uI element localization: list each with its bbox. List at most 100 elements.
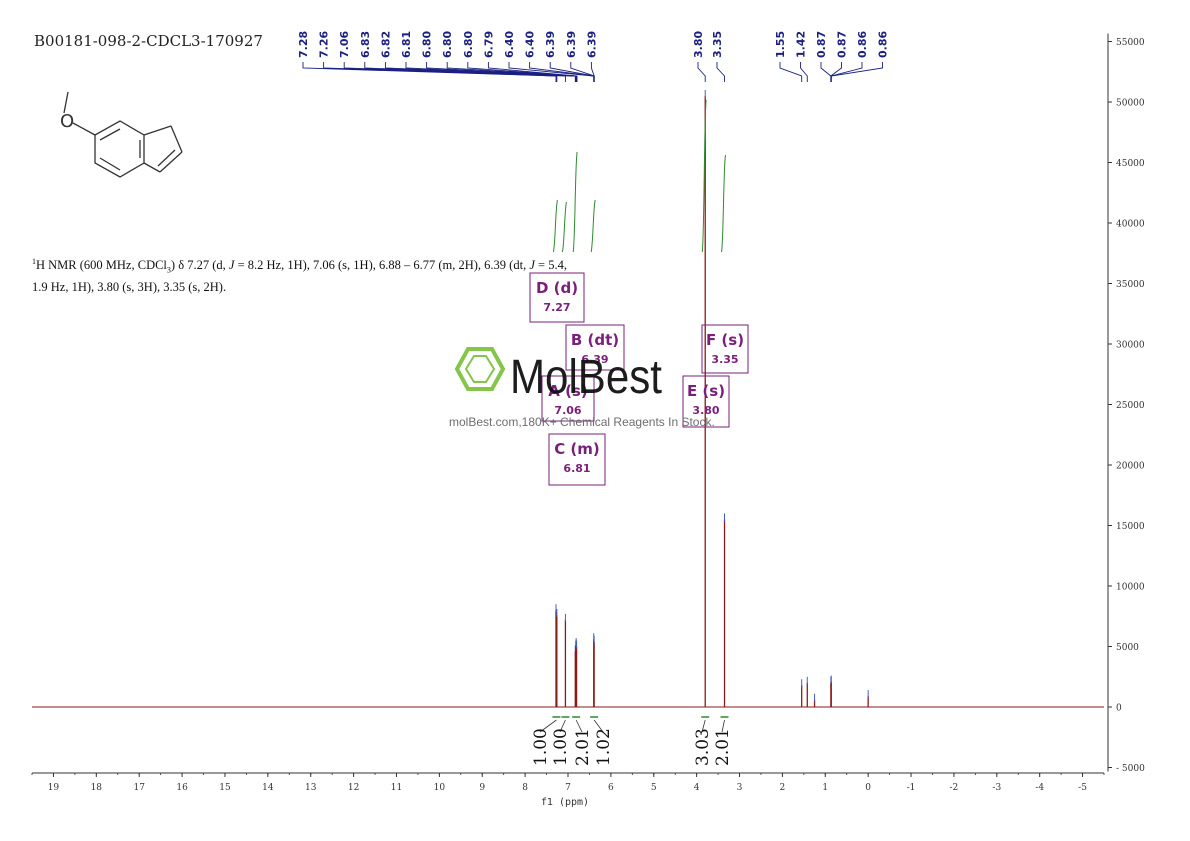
integral-value: 3.03 — [693, 728, 713, 766]
peak-label-connector — [820, 62, 832, 82]
x-tick-label: 14 — [262, 783, 274, 793]
peak-label: 6.39 — [544, 31, 557, 58]
multiplet-label: D (d) — [536, 279, 578, 297]
x-tick-label: 17 — [133, 783, 145, 793]
molecule-structure — [63, 91, 183, 178]
y-tick-label: 50000 — [1116, 99, 1145, 109]
x-tick-label: 8 — [522, 783, 528, 793]
y-tick-label: 55000 — [1116, 38, 1145, 48]
x-tick-label: 18 — [91, 783, 103, 793]
x-tick-label: 5 — [651, 783, 657, 793]
peak-label: 6.80 — [462, 31, 475, 58]
peak-label: 6.80 — [421, 31, 434, 58]
multiplet-shift: 7.27 — [543, 301, 570, 314]
x-tick-label: 4 — [694, 783, 700, 793]
peak-label: 0.87 — [815, 31, 828, 58]
watermark-logo-icon — [454, 347, 506, 391]
x-tick-label: 10 — [434, 783, 446, 793]
multiplet-label: F (s) — [706, 331, 744, 349]
peak-label: 7.06 — [338, 31, 351, 58]
x-tick-label: -3 — [992, 783, 1001, 793]
integral-curve — [561, 201, 567, 253]
peak-label: 7.28 — [297, 31, 310, 58]
x-tick-label: 19 — [48, 783, 60, 793]
peak-label-connector — [830, 62, 883, 82]
peak-label: 6.80 — [441, 31, 454, 58]
multiplet-shift: 3.35 — [711, 353, 738, 366]
integral-connector — [593, 719, 604, 733]
x-tick-label: 16 — [176, 783, 188, 793]
x-axis-label: f1 (ppm) — [541, 797, 589, 808]
y-tick-label: 25000 — [1116, 401, 1145, 411]
peak-label: 3.80 — [692, 31, 705, 58]
peak-label: 6.81 — [400, 31, 413, 58]
integral-curve — [721, 154, 727, 253]
peak-label: 6.82 — [379, 31, 392, 58]
peak-label-connector — [697, 62, 706, 82]
watermark-brand: MolBest — [510, 351, 662, 404]
spectrum-trace — [32, 89, 1104, 708]
multiplet-label: B (dt) — [571, 331, 619, 349]
integral-connector — [575, 719, 583, 733]
multiplet-box — [548, 433, 606, 486]
integral-curve — [701, 99, 707, 253]
integral-connector — [559, 719, 566, 733]
integral-connector — [539, 719, 557, 733]
nmr-description: 1H NMR (600 MHz, CDCl3) δ 7.27 (d, J = 8… — [32, 257, 567, 294]
peak-label: 7.26 — [318, 31, 331, 58]
peak-label: 6.40 — [503, 31, 516, 58]
watermark-tagline: molBest.com,180K+ Chemical Reagents In S… — [449, 415, 715, 429]
integral-value: 1.02 — [594, 728, 614, 766]
y-tick-label: 35000 — [1116, 280, 1145, 290]
x-tick-label: 7 — [565, 783, 571, 793]
oxygen-atom-label: O — [60, 111, 74, 132]
peak-label: 6.40 — [524, 31, 537, 58]
peak-label-connector — [779, 62, 803, 82]
peak-labels: 7.28 7.26 7.06 6.83 6.82 6.81 6.80 6.80 6.80 6.79… — [297, 31, 890, 82]
multiplet-label: A (s) — [548, 382, 587, 400]
multiplet-label: E (s) — [687, 382, 725, 400]
watermark: MolBest molBest.com,180K+ Chemical Reage… — [449, 347, 715, 429]
y-tick-label: - 5000 — [1116, 764, 1145, 774]
y-axis: - 5000 0 5000 10000 15000 20000 25000 30000 3500… — [1107, 33, 1145, 774]
multiplet-shift: 6.81 — [563, 462, 590, 475]
peak-label: 0.87 — [836, 31, 849, 58]
peak-label-connector — [487, 62, 578, 82]
integral-curve — [572, 151, 578, 253]
integral-value: 2.01 — [713, 728, 733, 766]
y-tick-label: 15000 — [1116, 522, 1145, 532]
peak-label: 6.39 — [585, 31, 598, 58]
integral-connector — [701, 719, 706, 733]
y-tick-label: 45000 — [1116, 159, 1145, 169]
integrals: 1.00 1.00 2.01 1.02 3.03 2.01 — [531, 99, 733, 766]
peak-label: 3.35 — [711, 31, 724, 58]
x-tick-label: -1 — [907, 783, 916, 793]
y-tick-label: 5000 — [1116, 643, 1139, 653]
x-tick-label: 2 — [780, 783, 786, 793]
integral-value: 1.00 — [531, 728, 551, 766]
x-tick-label: -4 — [1035, 783, 1044, 793]
x-tick-label: -5 — [1078, 783, 1087, 793]
peak-label-connector — [590, 62, 595, 82]
multiplet-shift: 7.06 — [554, 404, 581, 417]
integral-connector — [721, 719, 725, 733]
multiplet-box — [541, 375, 595, 422]
peak-label: 6.39 — [565, 31, 578, 58]
integral-curve — [590, 199, 596, 253]
peak-label-connector — [716, 62, 725, 82]
spectrum-title: B00181-098-2-CDCL3-170927 — [34, 32, 263, 50]
integral-value: 2.01 — [573, 728, 593, 766]
multiplet-box — [565, 324, 625, 371]
multiplet-label: C (m) — [554, 440, 600, 458]
multiplet-box — [529, 272, 585, 323]
integral-curve — [552, 199, 558, 253]
y-tick-label: 0 — [1116, 704, 1122, 714]
x-tick-label: 0 — [865, 783, 871, 793]
y-tick-label: 30000 — [1116, 341, 1145, 351]
y-tick-label: 40000 — [1116, 220, 1145, 230]
peak-label-connector — [830, 62, 842, 82]
peak-label: 1.55 — [774, 31, 787, 58]
x-tick-label: 6 — [608, 783, 614, 793]
peak-label-connector — [323, 62, 558, 82]
